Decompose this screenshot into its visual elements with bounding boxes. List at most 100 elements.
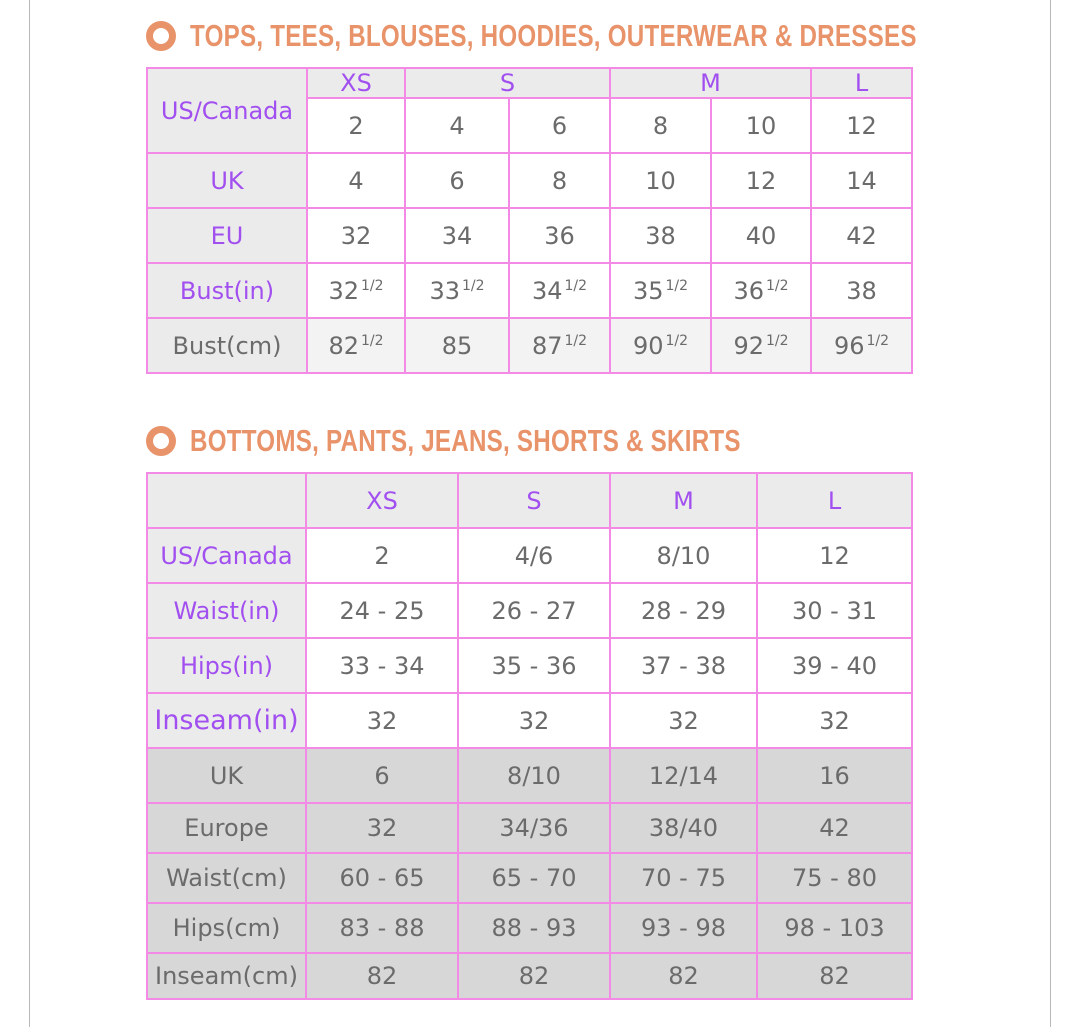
- table-cell: 90 1/2: [609, 317, 713, 374]
- table-cell: 75 - 80: [756, 852, 913, 904]
- row-label: Waist(cm): [146, 852, 307, 904]
- table-cell: 85: [404, 317, 510, 374]
- table-cell: 32: [609, 692, 758, 749]
- row-label: Inseam(cm): [146, 952, 307, 1000]
- cell-fraction: 1/2: [866, 332, 890, 349]
- table-cell: 6: [404, 152, 510, 209]
- table-cell: 32 1/2: [306, 262, 406, 319]
- row-label: EU: [146, 207, 308, 264]
- table-cell: 60 - 65: [305, 852, 459, 904]
- cell-value: 92: [733, 331, 765, 360]
- table-cell: 28 - 29: [609, 582, 758, 639]
- table-cell: 70 - 75: [609, 852, 758, 904]
- table-cell: 8: [507, 152, 612, 209]
- size-header-row: US/Canada XS S M L: [146, 67, 914, 154]
- ring-bullet-icon: [146, 21, 176, 51]
- row-label: Inseam(in): [146, 692, 307, 749]
- size-header: M: [609, 472, 758, 529]
- table-cell: 36: [507, 207, 612, 264]
- corner-cell: [146, 472, 307, 529]
- cell-fraction: 1/2: [766, 332, 789, 349]
- table-cell: 16: [756, 747, 913, 804]
- table-cell: 82 1/2: [306, 317, 406, 374]
- cell-value: 42: [846, 221, 877, 250]
- cell-value: 36: [733, 276, 765, 305]
- cell-fraction: 1/2: [665, 277, 689, 294]
- table-cell: 87 1/2: [507, 317, 612, 374]
- size-header: XS: [305, 472, 459, 529]
- table-cell: 33 - 34: [305, 637, 459, 694]
- size-header: M: [609, 67, 813, 99]
- row-label: Bust(cm): [146, 317, 308, 374]
- cell-value: 36: [544, 221, 575, 250]
- bottoms-size-table: XS S M L US/Canada 2 4/6 8/10 12 Waist(in) 24 - 25…: [146, 472, 913, 1000]
- cell-value: 34: [441, 221, 473, 250]
- table-cell: 40: [710, 207, 813, 264]
- table-row: UK 6 8/10 12/14 16: [146, 747, 913, 804]
- table-cell: 2: [305, 527, 459, 584]
- table-row: Inseam(in) 32 32 32 32: [146, 692, 913, 749]
- table-cell: 26 - 27: [457, 582, 611, 639]
- row-label: Hips(in): [146, 637, 307, 694]
- cell-value: 35: [632, 276, 664, 305]
- row-label: UK: [146, 747, 307, 804]
- tops-size-table: US/Canada XS S M L 2 4 6 8 10 12 UK 4 6 8 10 12 14 EU 32 34 3…: [146, 67, 914, 374]
- row-label: UK: [146, 152, 308, 209]
- table-cell: 8/10: [457, 747, 611, 804]
- cell-value: 32: [328, 276, 359, 305]
- table-cell: 2: [306, 97, 406, 154]
- table-row: Hips(in) 33 - 34 35 - 36 37 - 38 39 - 40: [146, 637, 913, 694]
- table-cell: 92 1/2: [710, 317, 813, 374]
- table-cell: 96 1/2: [810, 317, 914, 374]
- table-cell: 82: [305, 952, 459, 1000]
- table-cell: 4/6: [457, 527, 611, 584]
- table-cell: 83 - 88: [305, 902, 459, 954]
- cell-value: 32: [340, 221, 372, 250]
- table-cell: 34: [404, 207, 510, 264]
- table-cell: 4: [306, 152, 406, 209]
- table-cell: 82: [609, 952, 758, 1000]
- tops-heading: TOPS, TEES, BLOUSES, HOODIES, OUTERWEAR …: [146, 16, 1080, 56]
- table-row: Inseam(cm) 82 82 82 82: [146, 952, 913, 1000]
- corner-label: US/Canada: [146, 67, 308, 154]
- table-cell: 8: [609, 97, 713, 154]
- page-border-right: [1050, 0, 1051, 1027]
- bottoms-heading: BOTTOMS, PANTS, JEANS, SHORTS & SKIRTS: [146, 421, 896, 461]
- cell-fraction: 1/2: [361, 277, 384, 294]
- size-header: L: [756, 472, 913, 529]
- cell-value: 12: [745, 166, 777, 195]
- table-cell: 35 1/2: [609, 262, 713, 319]
- table-cell: 37 - 38: [609, 637, 758, 694]
- cell-fraction: 1/2: [564, 332, 588, 349]
- table-cell: 34/36: [457, 802, 611, 854]
- table-row: Waist(cm) 60 - 65 65 - 70 70 - 75 75 - 80: [146, 852, 913, 904]
- table-cell: 14: [810, 152, 914, 209]
- table-cell: 24 - 25: [305, 582, 459, 639]
- table-row: Bust(in) 32 1/2 33 1/2 34 1/2 35 1/2 36 1/2 38: [146, 262, 914, 319]
- size-header: L: [810, 67, 914, 99]
- ring-bullet-icon: [146, 426, 176, 456]
- table-cell: 10: [609, 152, 713, 209]
- cell-value: 38: [645, 221, 676, 250]
- table-row: UK 4 6 8 10 12 14: [146, 152, 914, 209]
- cell-value: 40: [745, 221, 777, 250]
- table-row: EU 32 34 36 38 40 42: [146, 207, 914, 264]
- table-cell: 65 - 70: [457, 852, 611, 904]
- table-cell: 98 - 103: [756, 902, 913, 954]
- table-cell: 12: [710, 152, 813, 209]
- table-cell: 35 - 36: [457, 637, 611, 694]
- table-cell: 38/40: [609, 802, 758, 854]
- cell-value: 90: [632, 331, 664, 360]
- table-cell: 32: [756, 692, 913, 749]
- table-cell: 10: [710, 97, 813, 154]
- table-cell: 12: [810, 97, 914, 154]
- table-cell: 33 1/2: [404, 262, 510, 319]
- table-cell: 82: [756, 952, 913, 1000]
- cell-fraction: 1/2: [361, 332, 384, 349]
- size-header-row: XS S M L: [146, 472, 913, 529]
- us-canada-row: 2 4 6 8 10 12: [147, 97, 914, 154]
- cell-value: 96: [833, 331, 865, 360]
- cell-value: 38: [846, 276, 877, 305]
- cell-value: 6: [449, 166, 465, 195]
- page-border-left: [29, 0, 30, 1027]
